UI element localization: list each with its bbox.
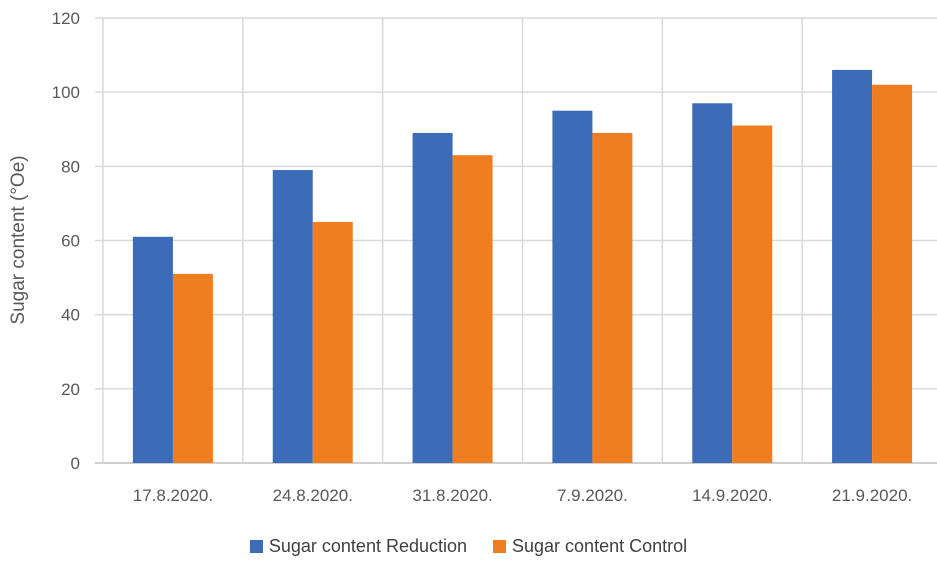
bar-control: [312, 221, 353, 463]
x-tick-label: 7.9.2020.: [557, 486, 628, 505]
y-axis-title: Sugar content (°Oe): [8, 155, 29, 324]
bar-control: [592, 132, 633, 464]
x-tick-label: 31.8.2020.: [412, 486, 492, 505]
legend-item-reduction: Sugar content Reduction: [249, 536, 468, 557]
y-tick-label: 120: [52, 9, 80, 28]
legend-swatch-reduction: [249, 540, 263, 553]
bar-reduction: [132, 236, 173, 463]
bar-reduction: [412, 132, 453, 464]
bar-control: [172, 273, 213, 463]
bars: [132, 69, 913, 464]
bar-reduction: [832, 69, 873, 464]
legend: Sugar content Reduction Sugar content Co…: [0, 536, 937, 557]
legend-item-control: Sugar content Control: [493, 536, 687, 557]
x-tick-label: 24.8.2020.: [273, 486, 353, 505]
y-tick-label: 60: [61, 232, 80, 251]
bar-control: [872, 84, 913, 463]
bar-reduction: [552, 110, 593, 463]
y-tick-label: 20: [61, 380, 80, 399]
bar-reduction: [692, 103, 733, 464]
bar-control: [732, 125, 773, 464]
legend-label-reduction: Sugar content Reduction: [268, 536, 468, 556]
y-tick-label: 80: [61, 157, 80, 176]
x-tick-label: 21.9.2020.: [832, 486, 912, 505]
x-tick-label: 17.8.2020.: [133, 486, 213, 505]
bar-reduction: [272, 170, 313, 463]
gridlines: [95, 17, 937, 464]
bar-control: [452, 155, 493, 464]
y-tick-label: 100: [52, 83, 80, 102]
x-tick-label: 14.9.2020.: [692, 486, 772, 505]
y-tick-label: 40: [61, 306, 80, 325]
legend-swatch-control: [493, 540, 507, 553]
legend-label-control: Sugar content Control: [512, 536, 688, 556]
y-axis-ticks: 0 20 40 60 80 100 120: [52, 9, 80, 473]
y-tick-label: 0: [71, 454, 80, 473]
x-axis-ticks: 17.8.2020. 24.8.2020. 31.8.2020. 7.9.2020. 1…: [133, 486, 913, 505]
